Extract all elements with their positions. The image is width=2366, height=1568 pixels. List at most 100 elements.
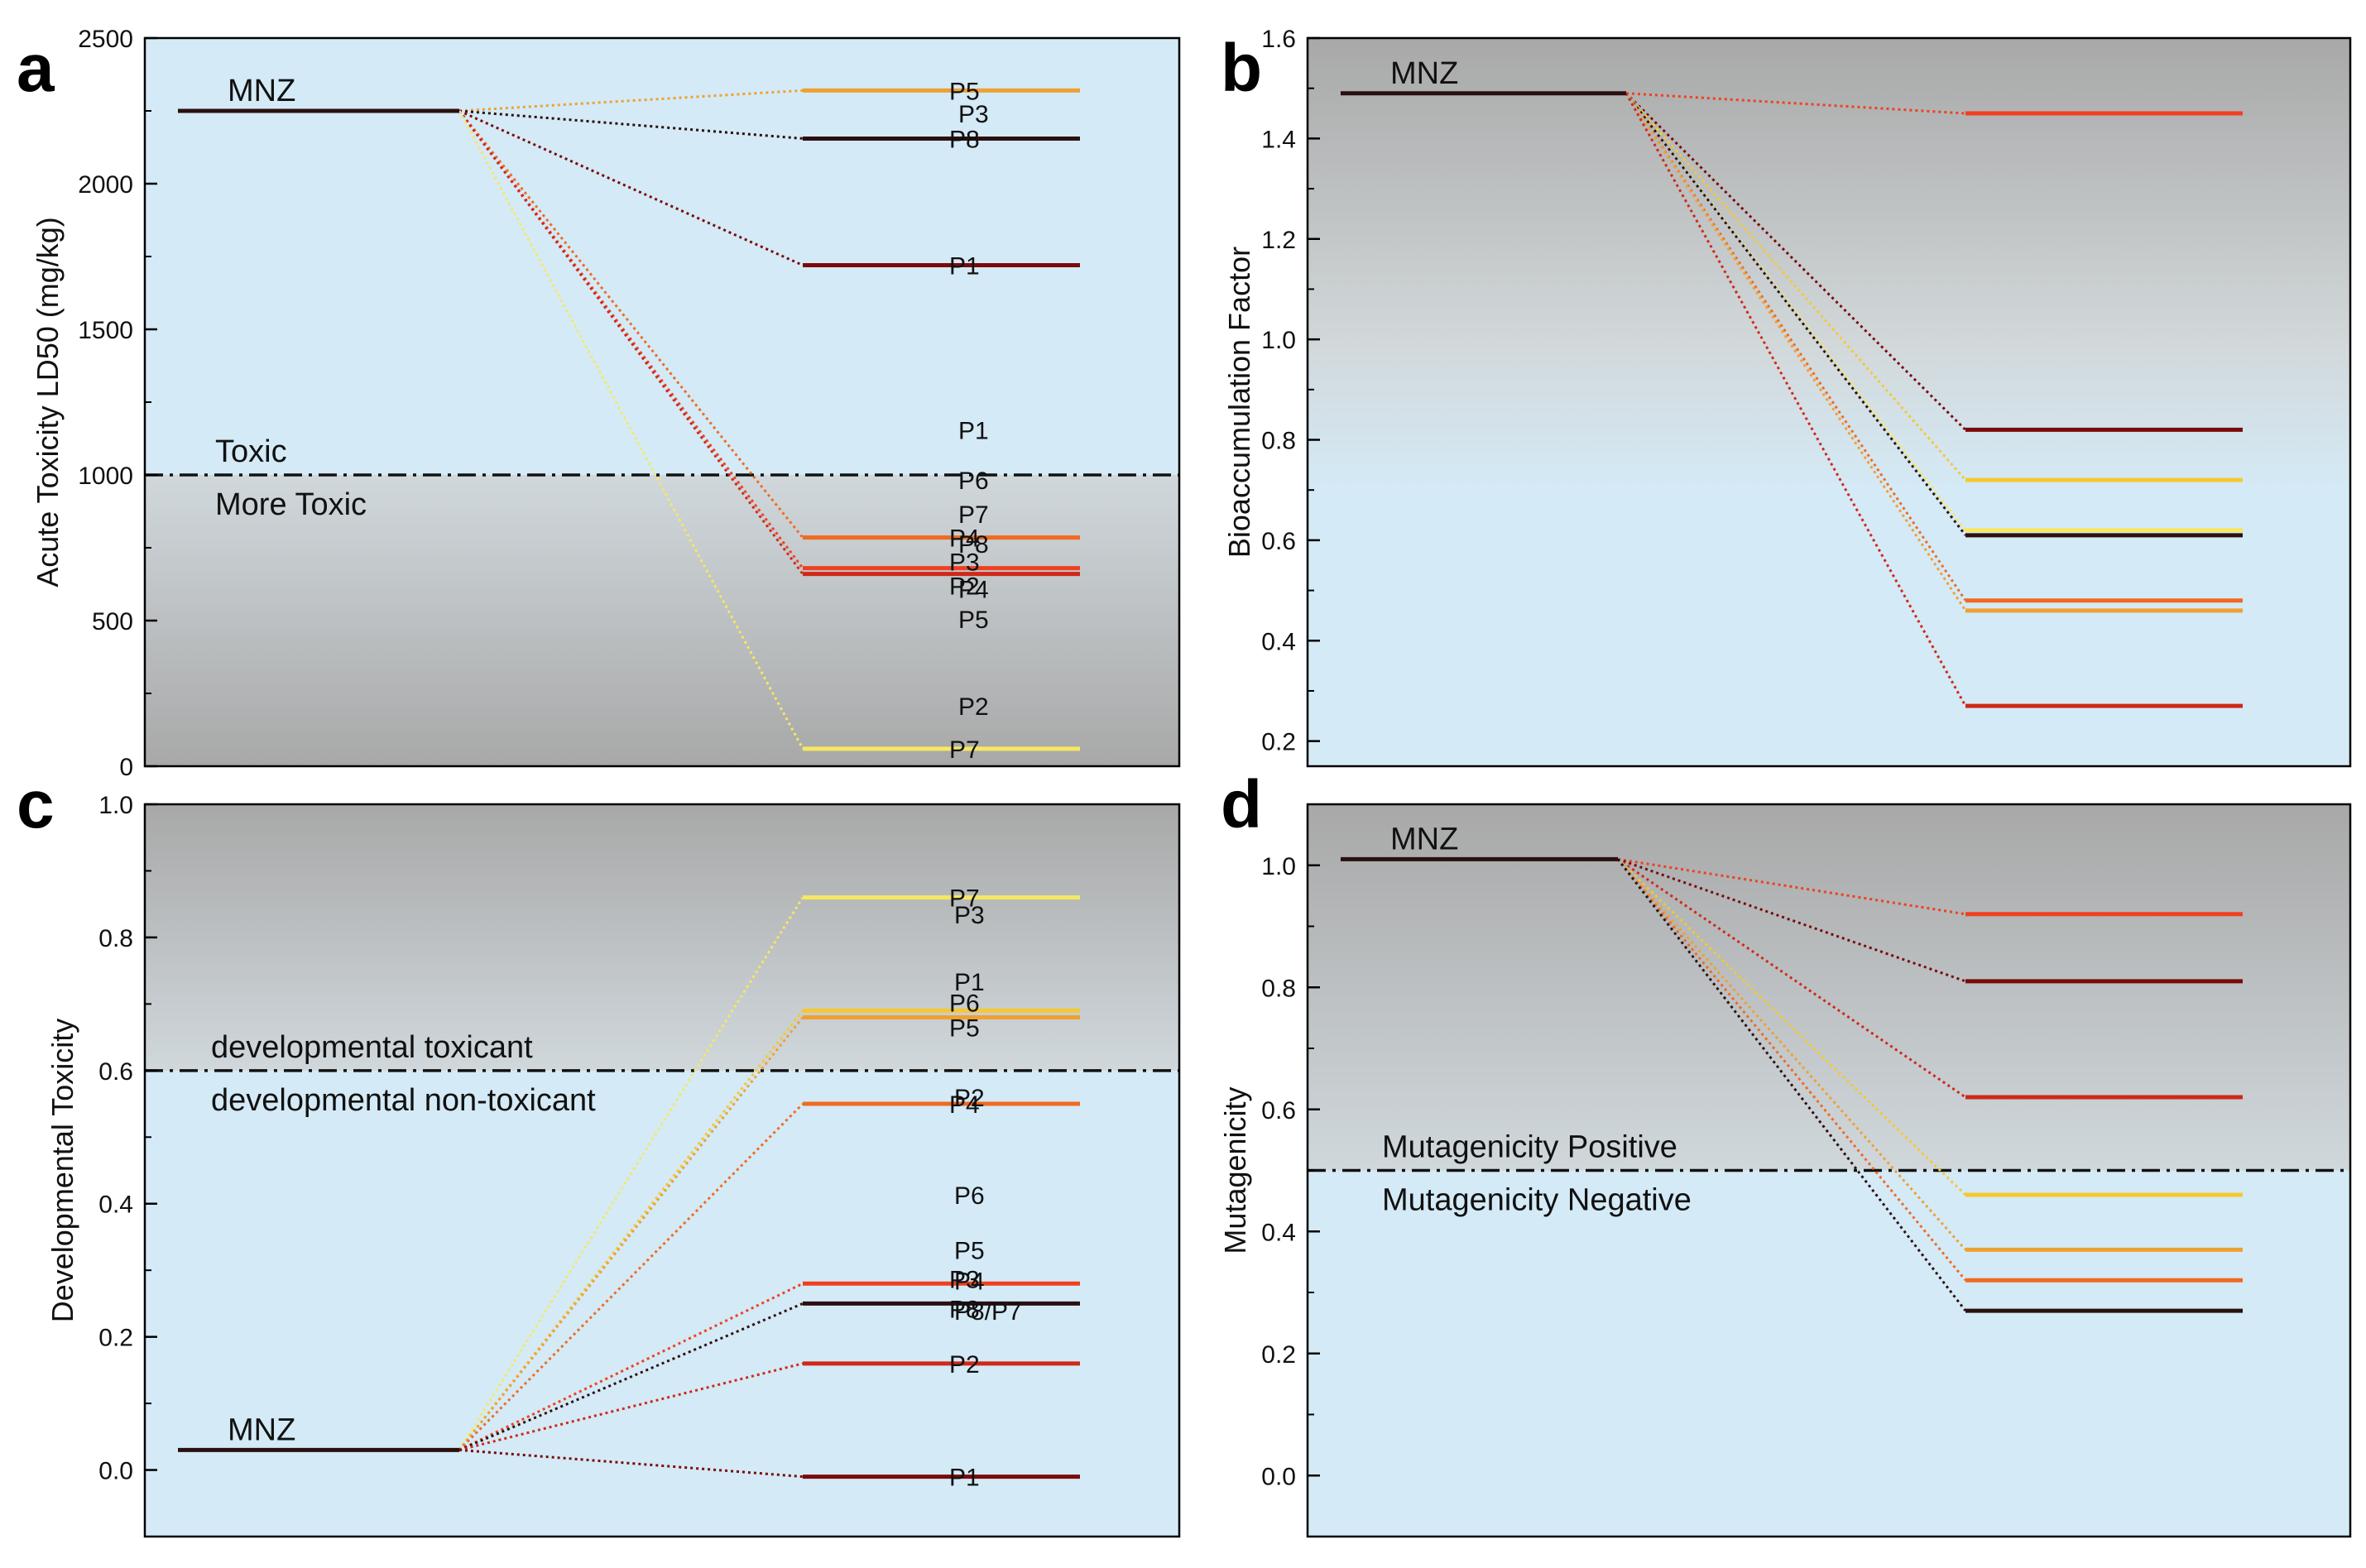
threshold-above-label: Toxic [215,434,287,469]
y-tick-label: 1.0 [1261,327,1296,354]
panel-letter: b [1221,31,1262,106]
plot-background [1308,38,2350,766]
product-label-p6: P6 [958,468,989,495]
y-tick-label: 1.0 [98,792,133,819]
connector-p3 [1625,92,1966,115]
connector-p3 [1617,857,1966,916]
product-label-p4: P4 [954,1268,985,1295]
connector-p4 [458,1102,804,1451]
connector-p1 [458,109,804,266]
reference-label-mnz: MNZ [228,74,295,108]
y-tick-label: 1.4 [1261,126,1296,153]
y-axis-title: Bioaccumulation Factor [1222,247,1256,558]
product-label-p2: P2 [949,573,980,601]
reference-label-mnz: MNZ [1390,56,1458,91]
panel-letter: c [17,767,55,842]
product-label-p7: P7 [949,736,980,764]
product-label-p4: P4 [949,525,980,553]
product-label-p1: P1 [949,253,980,281]
product-label-p3: P3 [958,101,989,128]
y-tick-label: 0.4 [98,1192,133,1219]
y-tick-label: 0.8 [98,925,133,952]
y-tick-label: 0.2 [1261,1341,1296,1369]
connector-p4 [1616,858,1967,1282]
y-tick-label: 500 [92,608,133,635]
product-label-p8: P8 [949,1296,980,1323]
grey-region [1308,804,2350,1171]
connector-p8-p7 [1616,858,1967,1312]
connector-p3 [458,110,804,569]
product-label-p2: P2 [954,1085,985,1112]
y-tick-label: 0.0 [98,1458,133,1485]
y-tick-label: 1.0 [1261,853,1296,880]
product-label-p5: P5 [949,78,980,105]
product-label-p3: P3 [949,1266,980,1293]
product-label-p1: P1 [954,969,985,996]
connector-p7 [458,110,804,750]
threshold-above-label: Mutagenicity Positive [1382,1130,1677,1165]
product-label-p1: P1 [958,417,989,444]
product-label-p6: P6 [954,1182,985,1210]
y-tick-label: 0.6 [1261,1097,1296,1124]
y-tick-label: 1000 [78,463,133,490]
connector-p8 [1625,92,1967,536]
y-tick-label: 0.6 [98,1058,133,1086]
y-tick-label: 0.6 [1261,528,1296,555]
grey-region [145,475,1179,766]
product-label-p3: P3 [954,902,985,929]
threshold-below-label: More Toxic [215,487,367,522]
reference-label-mnz: MNZ [228,1412,295,1447]
connector-p5 [1616,858,1967,1251]
y-tick-label: 1500 [78,317,133,344]
product-label-p8-p7: P8/P7 [954,1298,1022,1326]
connector-p4 [458,110,804,539]
panel-c: developmental toxicant developmental non-… [17,767,1181,1538]
connector-p5 [1625,92,1967,611]
product-label-p6: P6 [949,990,980,1017]
y-axis-title: Mutagenicity [1218,1086,1252,1254]
panel-letter: a [17,31,55,106]
product-label-p7: P7 [958,501,989,529]
product-label-p8: P8 [958,531,989,559]
product-label-p8: P8 [949,126,980,153]
plot-frame [143,803,1181,1538]
reference-label-mnz: MNZ [1390,822,1458,856]
y-tick-label: 0.4 [1261,1219,1296,1246]
product-label-p5: P5 [958,607,989,634]
y-axis-title: Acute Toxicity LD50 (mg/kg) [31,217,65,587]
y-tick-label: 0.8 [1261,428,1296,455]
y-tick-label: 0 [119,754,133,781]
product-label-p4: P4 [949,1091,980,1119]
y-axis-title: Developmental Toxicity [46,1019,79,1323]
product-label-p5: P5 [949,1014,980,1042]
threshold-above-label: developmental toxicant [211,1030,533,1065]
connector-p7 [458,896,804,1451]
y-tick-label: 0.8 [1261,975,1296,1002]
y-tick-label: 0.0 [1261,1463,1296,1490]
connector-p8 [458,1302,804,1451]
connector-p6 [1625,92,1967,482]
grey-region [145,804,1179,1071]
connector-p2 [458,1362,804,1451]
y-tick-label: 0.2 [98,1325,133,1352]
panel-letter: d [1221,767,1262,842]
connector-p1 [1625,92,1967,431]
connector-p2 [1617,858,1966,1099]
connector-p2 [1625,93,1967,707]
product-label-p3: P3 [949,549,980,577]
product-label-p2: P2 [958,693,989,721]
plot-frame [1306,36,2352,768]
threshold-below-label: Mutagenicity Negative [1382,1183,1692,1218]
product-label-p2: P2 [949,1351,980,1379]
product-label-p7: P7 [949,885,980,913]
panel-d: Mutagenicity Positive Mutagenicity Negati… [954,767,2352,1538]
y-tick-label: 2000 [78,171,133,199]
y-tick-label: 1.6 [1261,26,1296,53]
product-label-p4: P4 [958,577,989,604]
y-tick-label: 2500 [78,26,133,53]
y-tick-label: 1.2 [1261,227,1296,254]
y-tick-label: 0.2 [1261,729,1296,756]
